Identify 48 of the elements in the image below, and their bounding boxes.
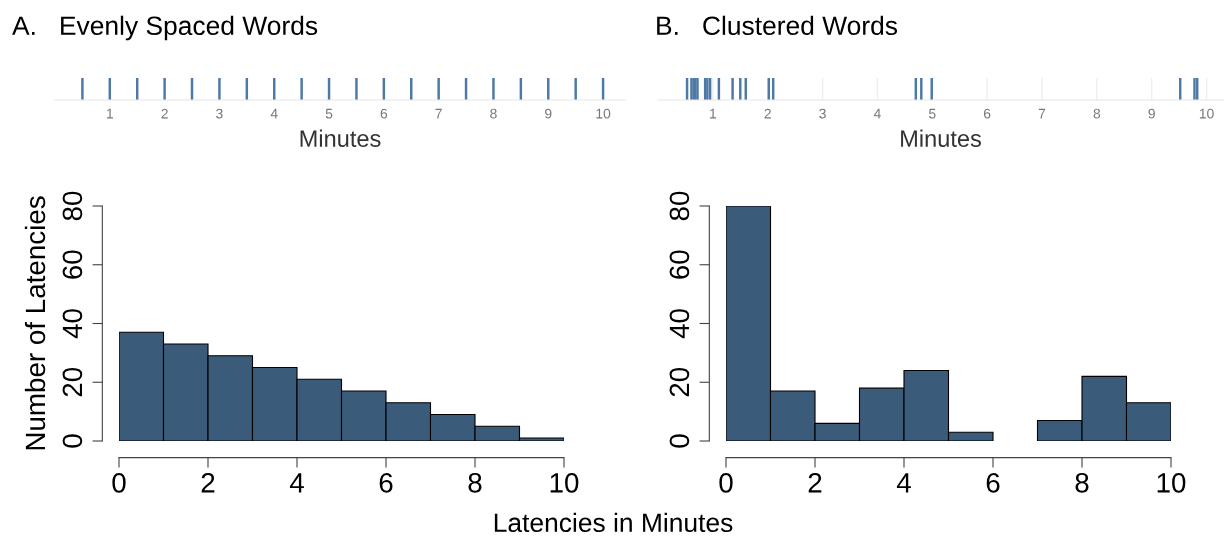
x-tick-label: 3 xyxy=(819,108,826,119)
y-tick-label: 0 xyxy=(669,434,690,448)
x-tick-label: 9 xyxy=(545,108,552,119)
y-tick-label: 60 xyxy=(669,250,690,279)
x-tick-label: 5 xyxy=(325,108,333,119)
x-axis-title: Minutes xyxy=(300,129,381,147)
y-tick-label: 80 xyxy=(669,191,690,221)
x-tick-label: 9 xyxy=(1148,108,1155,119)
y-tick-label: 20 xyxy=(669,367,690,397)
x-tick-label: 1 xyxy=(710,108,717,119)
x-tick-label: 6 xyxy=(986,472,1000,493)
x-tick-label: 6 xyxy=(380,108,388,119)
y-tick-label: 0 xyxy=(62,434,83,448)
x-tick-label: 8 xyxy=(490,108,497,119)
x-tick-label: 8 xyxy=(1093,108,1101,119)
x-tick-label: 8 xyxy=(1075,472,1089,493)
x-tick-label: 7 xyxy=(1038,108,1046,119)
text: Latencies in Minutes xyxy=(494,512,733,533)
x-tick-label: 2 xyxy=(161,108,168,119)
y-axis-title: Number of Latencies xyxy=(24,196,46,450)
x-tick-label: 8 xyxy=(468,472,482,493)
x-tick-label: 10 xyxy=(550,472,579,493)
y-tick-label: 40 xyxy=(669,309,690,339)
x-tick-label: 0 xyxy=(112,472,126,493)
x-tick-label: 6 xyxy=(379,472,393,493)
x-tick-label: 1 xyxy=(107,108,113,119)
x-tick-label: 2 xyxy=(764,108,771,119)
y-tick-label: 20 xyxy=(62,367,83,397)
x-tick-label: 6 xyxy=(983,108,991,119)
x-tick-label: 4 xyxy=(873,108,881,119)
x-tick-label: 2 xyxy=(808,472,822,493)
x-tick-label: 3 xyxy=(216,108,223,119)
x-tick-label: 0 xyxy=(719,472,733,493)
x-tick-label: 4 xyxy=(270,108,278,119)
chart-title: B. Clustered Words xyxy=(657,15,898,36)
x-tick-label: 10 xyxy=(596,108,611,119)
x-tick-label: 5 xyxy=(928,108,936,119)
x-tick-label: 10 xyxy=(1157,472,1186,493)
y-tick-label: 80 xyxy=(62,191,83,221)
x-tick-label: 4 xyxy=(896,473,911,493)
x-axis-title: Minutes xyxy=(901,129,981,147)
x-tick-label: 2 xyxy=(201,472,215,493)
x-tick-label: 7 xyxy=(435,108,442,119)
y-tick-label: 60 xyxy=(62,250,83,279)
chart-title: A. Evenly Spaced Words xyxy=(12,15,318,41)
x-tick-label: 10 xyxy=(1199,108,1214,119)
y-tick-label: 40 xyxy=(62,309,83,339)
x-tick-label: 4 xyxy=(289,473,304,493)
